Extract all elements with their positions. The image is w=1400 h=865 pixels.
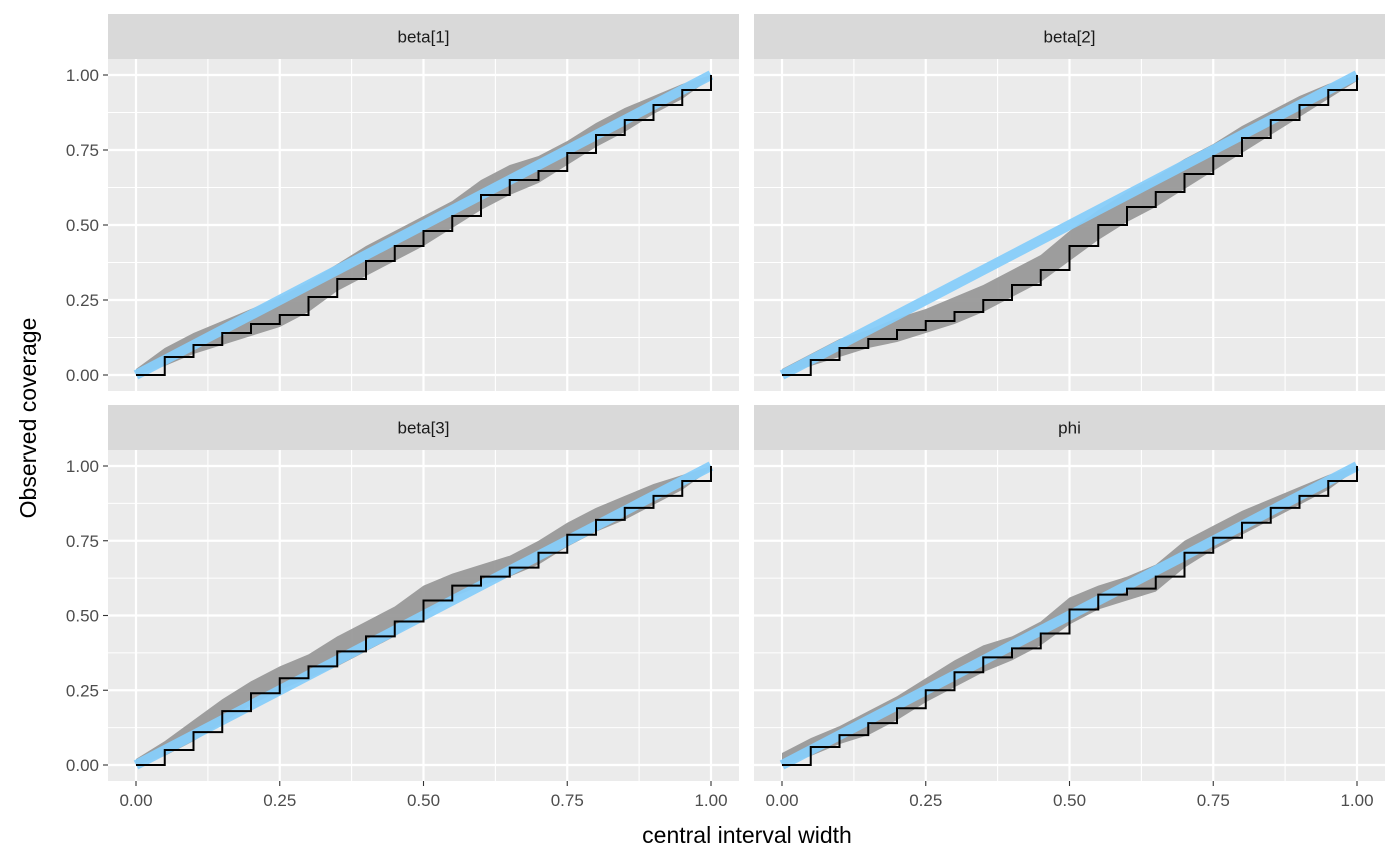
facet-strip [754, 405, 1385, 450]
observed-coverage-line [136, 466, 712, 766]
x-tick-label: 0.25 [909, 791, 942, 810]
y-axis-title: Observed coverage [15, 318, 41, 519]
y-tick-label: 0.50 [66, 607, 99, 626]
facet-panels: beta[1] 0.00 0.25 0.50 0.75 1.00 beta[2] beta[3… [66, 14, 1385, 810]
facet-strip [108, 405, 739, 450]
facet-strip-label: beta[1] [398, 28, 450, 47]
x-tick-label: 0.00 [119, 791, 152, 810]
facet-strip-label: phi [1058, 419, 1081, 438]
x-tick-label: 0.50 [1053, 791, 1086, 810]
observed-coverage-line [136, 75, 712, 376]
x-tick-label: 0.00 [765, 791, 798, 810]
reference-diagonal-line [133, 70, 714, 380]
y-tick-label: 0.25 [66, 291, 99, 310]
x-tick-label: 0.25 [263, 791, 296, 810]
reference-diagonal-line [779, 70, 1360, 380]
x-tick-label: 1.00 [694, 791, 727, 810]
facet-panel: phi 0.00 0.25 0.50 0.75 1.00 [754, 405, 1385, 810]
x-tick-label: 0.75 [551, 791, 584, 810]
facet-strip [754, 14, 1385, 59]
facet-panel: beta[2] [754, 14, 1385, 391]
y-tick-label: 1.00 [66, 457, 99, 476]
observed-coverage-line [782, 466, 1358, 766]
y-tick-label: 0.00 [66, 756, 99, 775]
facet-panel: beta[1] 0.00 0.25 0.50 0.75 1.00 [66, 14, 739, 391]
x-axis-title: central interval width [642, 822, 852, 848]
facet-strip-label: beta[2] [1044, 28, 1096, 47]
observed-coverage-line [782, 75, 1358, 376]
facet-strip [108, 14, 739, 59]
facet-strip-label: beta[3] [398, 419, 450, 438]
y-tick-label: 0.75 [66, 532, 99, 551]
y-tick-label: 0.25 [66, 681, 99, 700]
y-tick-label: 0.00 [66, 366, 99, 385]
y-tick-label: 0.75 [66, 141, 99, 160]
y-tick-label: 0.50 [66, 216, 99, 235]
x-tick-label: 1.00 [1340, 791, 1373, 810]
x-tick-label: 0.50 [407, 791, 440, 810]
facet-panel: beta[3] 0.00 0.25 0.50 0.75 1.00 0.00 0.25 0.50 0… [66, 405, 739, 810]
y-tick-label: 1.00 [66, 66, 99, 85]
x-tick-label: 0.75 [1197, 791, 1230, 810]
